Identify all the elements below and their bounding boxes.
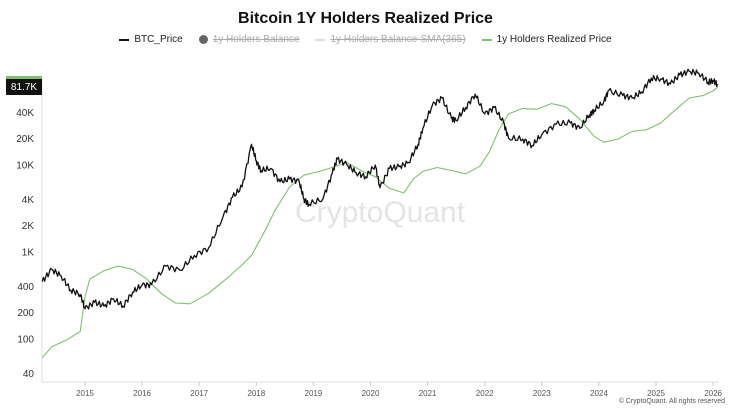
x-tick-label: 2023 xyxy=(533,389,551,398)
line-swatch-icon xyxy=(481,38,492,41)
line-swatch-icon xyxy=(119,38,130,41)
y-tick-label: 2K xyxy=(22,221,35,232)
last-value-badge xyxy=(6,78,42,95)
legend-label: BTC_Price xyxy=(134,34,183,45)
x-tick-label: 2018 xyxy=(247,389,265,398)
x-tick-label: 2024 xyxy=(590,389,608,398)
y-tick-label: 20K xyxy=(16,134,34,145)
y-tick-label: 1K xyxy=(22,247,35,258)
last-value-badge-accent xyxy=(6,76,42,79)
btc-price-line xyxy=(41,68,719,310)
x-tick-label: 2015 xyxy=(76,389,94,398)
y-tick-label: 10K xyxy=(16,160,34,171)
legend-item-1y-holders-realized-price[interactable]: 1y Holders Realized Price xyxy=(481,34,612,45)
x-tick-label: 2026 xyxy=(704,389,722,398)
x-tick-label: 2017 xyxy=(190,389,208,398)
legend-label: 1y Holders Realized Price xyxy=(496,34,612,45)
copyright: © CryptoQuant. All rights reserved xyxy=(618,398,725,405)
x-tick-label: 2025 xyxy=(647,389,665,398)
legend: BTC_Price 1y Holders Balance 1y Holders … xyxy=(0,34,731,45)
watermark: CryptoQuant xyxy=(295,196,466,229)
y-tick-label: 4K xyxy=(22,195,35,206)
y-tick-label: 40 xyxy=(23,369,35,380)
last-value-label: 81.7K xyxy=(11,82,37,93)
x-tick-label: 2016 xyxy=(133,389,151,398)
chart-title: Bitcoin 1Y Holders Realized Price xyxy=(238,10,493,27)
x-tick-label: 2021 xyxy=(419,389,437,398)
legend-item-1y-holders-balance-sma[interactable]: 1y Holders Balance-SMA(365) xyxy=(315,34,466,45)
y-tick-label: 40K xyxy=(16,108,34,119)
dot-swatch-icon xyxy=(198,35,208,44)
legend-item-1y-holders-balance[interactable]: 1y Holders Balance xyxy=(198,34,300,45)
x-tick-label: 2020 xyxy=(362,389,380,398)
legend-item-btc-price[interactable]: BTC_Price xyxy=(119,34,183,45)
legend-label: 1y Holders Balance xyxy=(212,34,300,45)
x-tick-label: 2022 xyxy=(476,389,494,398)
y-tick-label: 400 xyxy=(17,282,34,293)
x-tick-label: 2019 xyxy=(305,389,323,398)
realized-price-line xyxy=(41,86,719,359)
y-tick-label: 100 xyxy=(17,334,34,345)
y-tick-label: 200 xyxy=(17,308,34,319)
line-swatch-icon xyxy=(315,38,326,41)
legend-label: 1y Holders Balance-SMA(365) xyxy=(330,34,466,45)
